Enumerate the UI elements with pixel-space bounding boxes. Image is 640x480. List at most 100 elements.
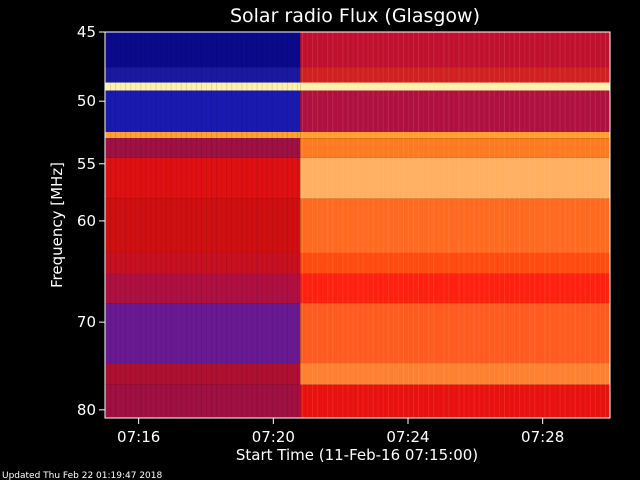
texture-streak [372,32,374,418]
texture-streak [352,32,354,418]
texture-streak [312,32,314,418]
x-tick-label: 07:20 [252,428,295,446]
band-before-11 [105,363,301,385]
texture-streak [175,32,177,418]
y-tick-label: 70 [77,313,96,331]
band-after-11 [300,363,610,385]
texture-streak [574,32,576,418]
y-tick-label: 45 [77,23,96,41]
texture-streak [155,32,157,418]
texture-streak [509,32,510,418]
texture-streak [241,32,243,418]
texture-streak [539,32,541,418]
texture-streak [488,32,490,418]
texture-streak [160,32,162,418]
texture-streak [397,32,399,418]
band-before-6 [105,157,301,199]
texture-streak [549,32,551,418]
texture-streak [428,32,430,418]
texture-streak [246,32,248,418]
texture-streak [438,32,440,418]
chart-title: Solar radio Flux (Glasgow) [230,5,480,27]
texture-streak [413,32,415,418]
x-axis-label: Start Time (11-Feb-16 07:15:00) [236,446,478,464]
texture-streak [120,32,122,418]
texture-streak [392,32,394,418]
texture-streak [362,32,364,418]
texture-streak [180,32,182,418]
texture-streak [327,32,329,418]
band-before-10 [105,303,301,364]
y-tick-label: 80 [77,401,96,419]
texture-streak [377,32,379,418]
texture-streak [226,32,228,418]
y-axis-ticks: 45 50 55 60 70 80 [77,23,105,419]
texture-streak [185,32,187,418]
band-after-9 [300,273,610,304]
texture-streak [206,32,207,418]
texture-streak [498,32,500,418]
band-before-12 [105,384,301,418]
band-after-1 [300,67,610,83]
texture-streak [367,32,369,418]
texture-streak [473,32,475,418]
texture-streak [524,32,526,418]
texture-streak [261,32,263,418]
texture-streak [493,32,495,418]
texture-streak [408,32,409,418]
texture-streak [342,32,344,418]
texture-streak [519,32,521,418]
texture-streak [286,32,288,418]
texture-streak [125,32,127,418]
texture-streak [458,32,460,418]
texture-streak [579,32,581,418]
texture-streak [145,32,147,418]
texture-streak [271,32,273,418]
texture-streak [296,32,298,418]
band-after-12 [300,384,610,418]
texture-streak [483,32,485,418]
texture-streak [443,32,445,418]
texture-streak [110,32,112,418]
band-before-5 [105,138,301,158]
band-after-2 [300,82,610,91]
texture-streak [216,32,218,418]
band-before-0 [105,32,301,68]
texture-streak [170,32,172,418]
plot-frame [104,31,611,419]
texture-streak [594,32,596,418]
texture-streak [301,32,303,418]
band-before-3 [105,90,301,132]
texture-streak [564,32,566,418]
texture-streak [448,32,450,418]
texture-streak [423,32,425,418]
texture-streak [251,32,253,418]
texture-streak [231,32,233,418]
band-after-8 [300,252,610,274]
texture-streak [599,32,601,418]
band-before-2 [105,82,301,91]
y-axis-label: Frequency [MHz] [48,162,66,288]
band-before-7 [105,198,301,253]
texture-streak [544,32,546,418]
texture-streak [382,32,384,418]
band-before-8 [105,252,301,274]
plot-area [105,32,610,418]
texture-streak [140,32,142,418]
texture-streak [195,32,197,418]
texture-streak [266,32,268,418]
band-before-4 [105,131,301,139]
texture-streak [453,32,455,418]
texture-streak [221,32,223,418]
band-after-5 [300,138,610,158]
band-after-7 [300,198,610,253]
texture-streak [307,32,308,418]
band-after-0 [300,32,610,68]
texture-streak [529,32,531,418]
updated-timestamp: Updated Thu Feb 22 01:19:47 2018 [2,471,163,480]
band-before-9 [105,273,301,304]
y-tick-label: 60 [77,212,96,230]
texture-streak [291,32,293,418]
texture-streak [135,32,137,418]
